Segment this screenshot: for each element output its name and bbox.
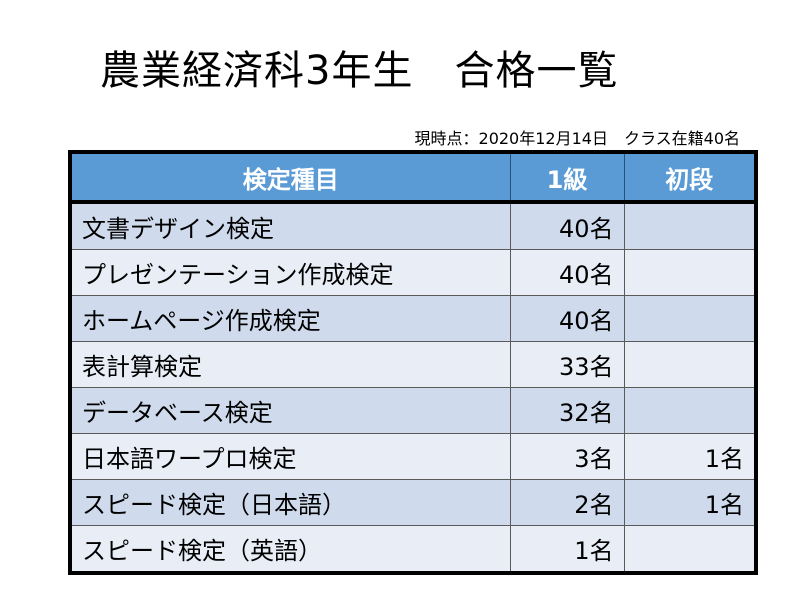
grade1-count: 1名 [509,525,625,574]
header-shodan: 初段 [623,151,757,204]
exam-name: プレゼンテーション作成検定 [69,249,511,296]
table-row: データベース検定 32名 [69,387,757,434]
grade1-count: 32名 [509,387,625,434]
grade1-count: 3名 [509,433,625,480]
exam-name: 文書デザイン検定 [69,201,511,250]
shodan-count: 1名 [623,433,757,480]
shodan-count [623,295,757,342]
status-date-and-class-size: 現時点：2020年12月14日 クラス在籍40名 [414,129,740,148]
header-grade1: 1級 [509,151,625,204]
grade1-count: 40名 [509,249,625,296]
shodan-count [623,525,757,574]
grade1-count: 40名 [509,201,625,250]
table-row: 日本語ワープロ検定 3名 1名 [69,433,757,480]
grade1-count: 2名 [509,479,625,526]
table-header-row: 検定種目 1級 初段 [69,151,757,204]
table-row: スピード検定（英語） 1名 [69,525,757,574]
exam-name: スピード検定（日本語） [69,479,511,526]
grade1-count: 40名 [509,295,625,342]
exam-name: データベース検定 [69,387,511,434]
shodan-count [623,201,757,250]
exam-name: スピード検定（英語） [69,525,511,574]
shodan-count [623,249,757,296]
shodan-count: 1名 [623,479,757,526]
table-row: スピード検定（日本語） 2名 1名 [69,479,757,526]
header-exam-type: 検定種目 [69,151,511,204]
table-row: 表計算検定 33名 [69,341,757,388]
shodan-count [623,341,757,388]
table-row: 文書デザイン検定 40名 [69,201,757,250]
table-row: ホームページ作成検定 40名 [69,295,757,342]
exam-name: ホームページ作成検定 [69,295,511,342]
shodan-count [623,387,757,434]
table-row: プレゼンテーション作成検定 40名 [69,249,757,296]
grade1-count: 33名 [509,341,625,388]
exam-name: 日本語ワープロ検定 [69,433,511,480]
results-table: 検定種目 1級 初段 文書デザイン検定 40名 プレゼンテーション作成検定 40… [68,150,758,575]
exam-name: 表計算検定 [69,341,511,388]
page-title: 農業経済科3年生 合格一覧 [100,48,619,94]
